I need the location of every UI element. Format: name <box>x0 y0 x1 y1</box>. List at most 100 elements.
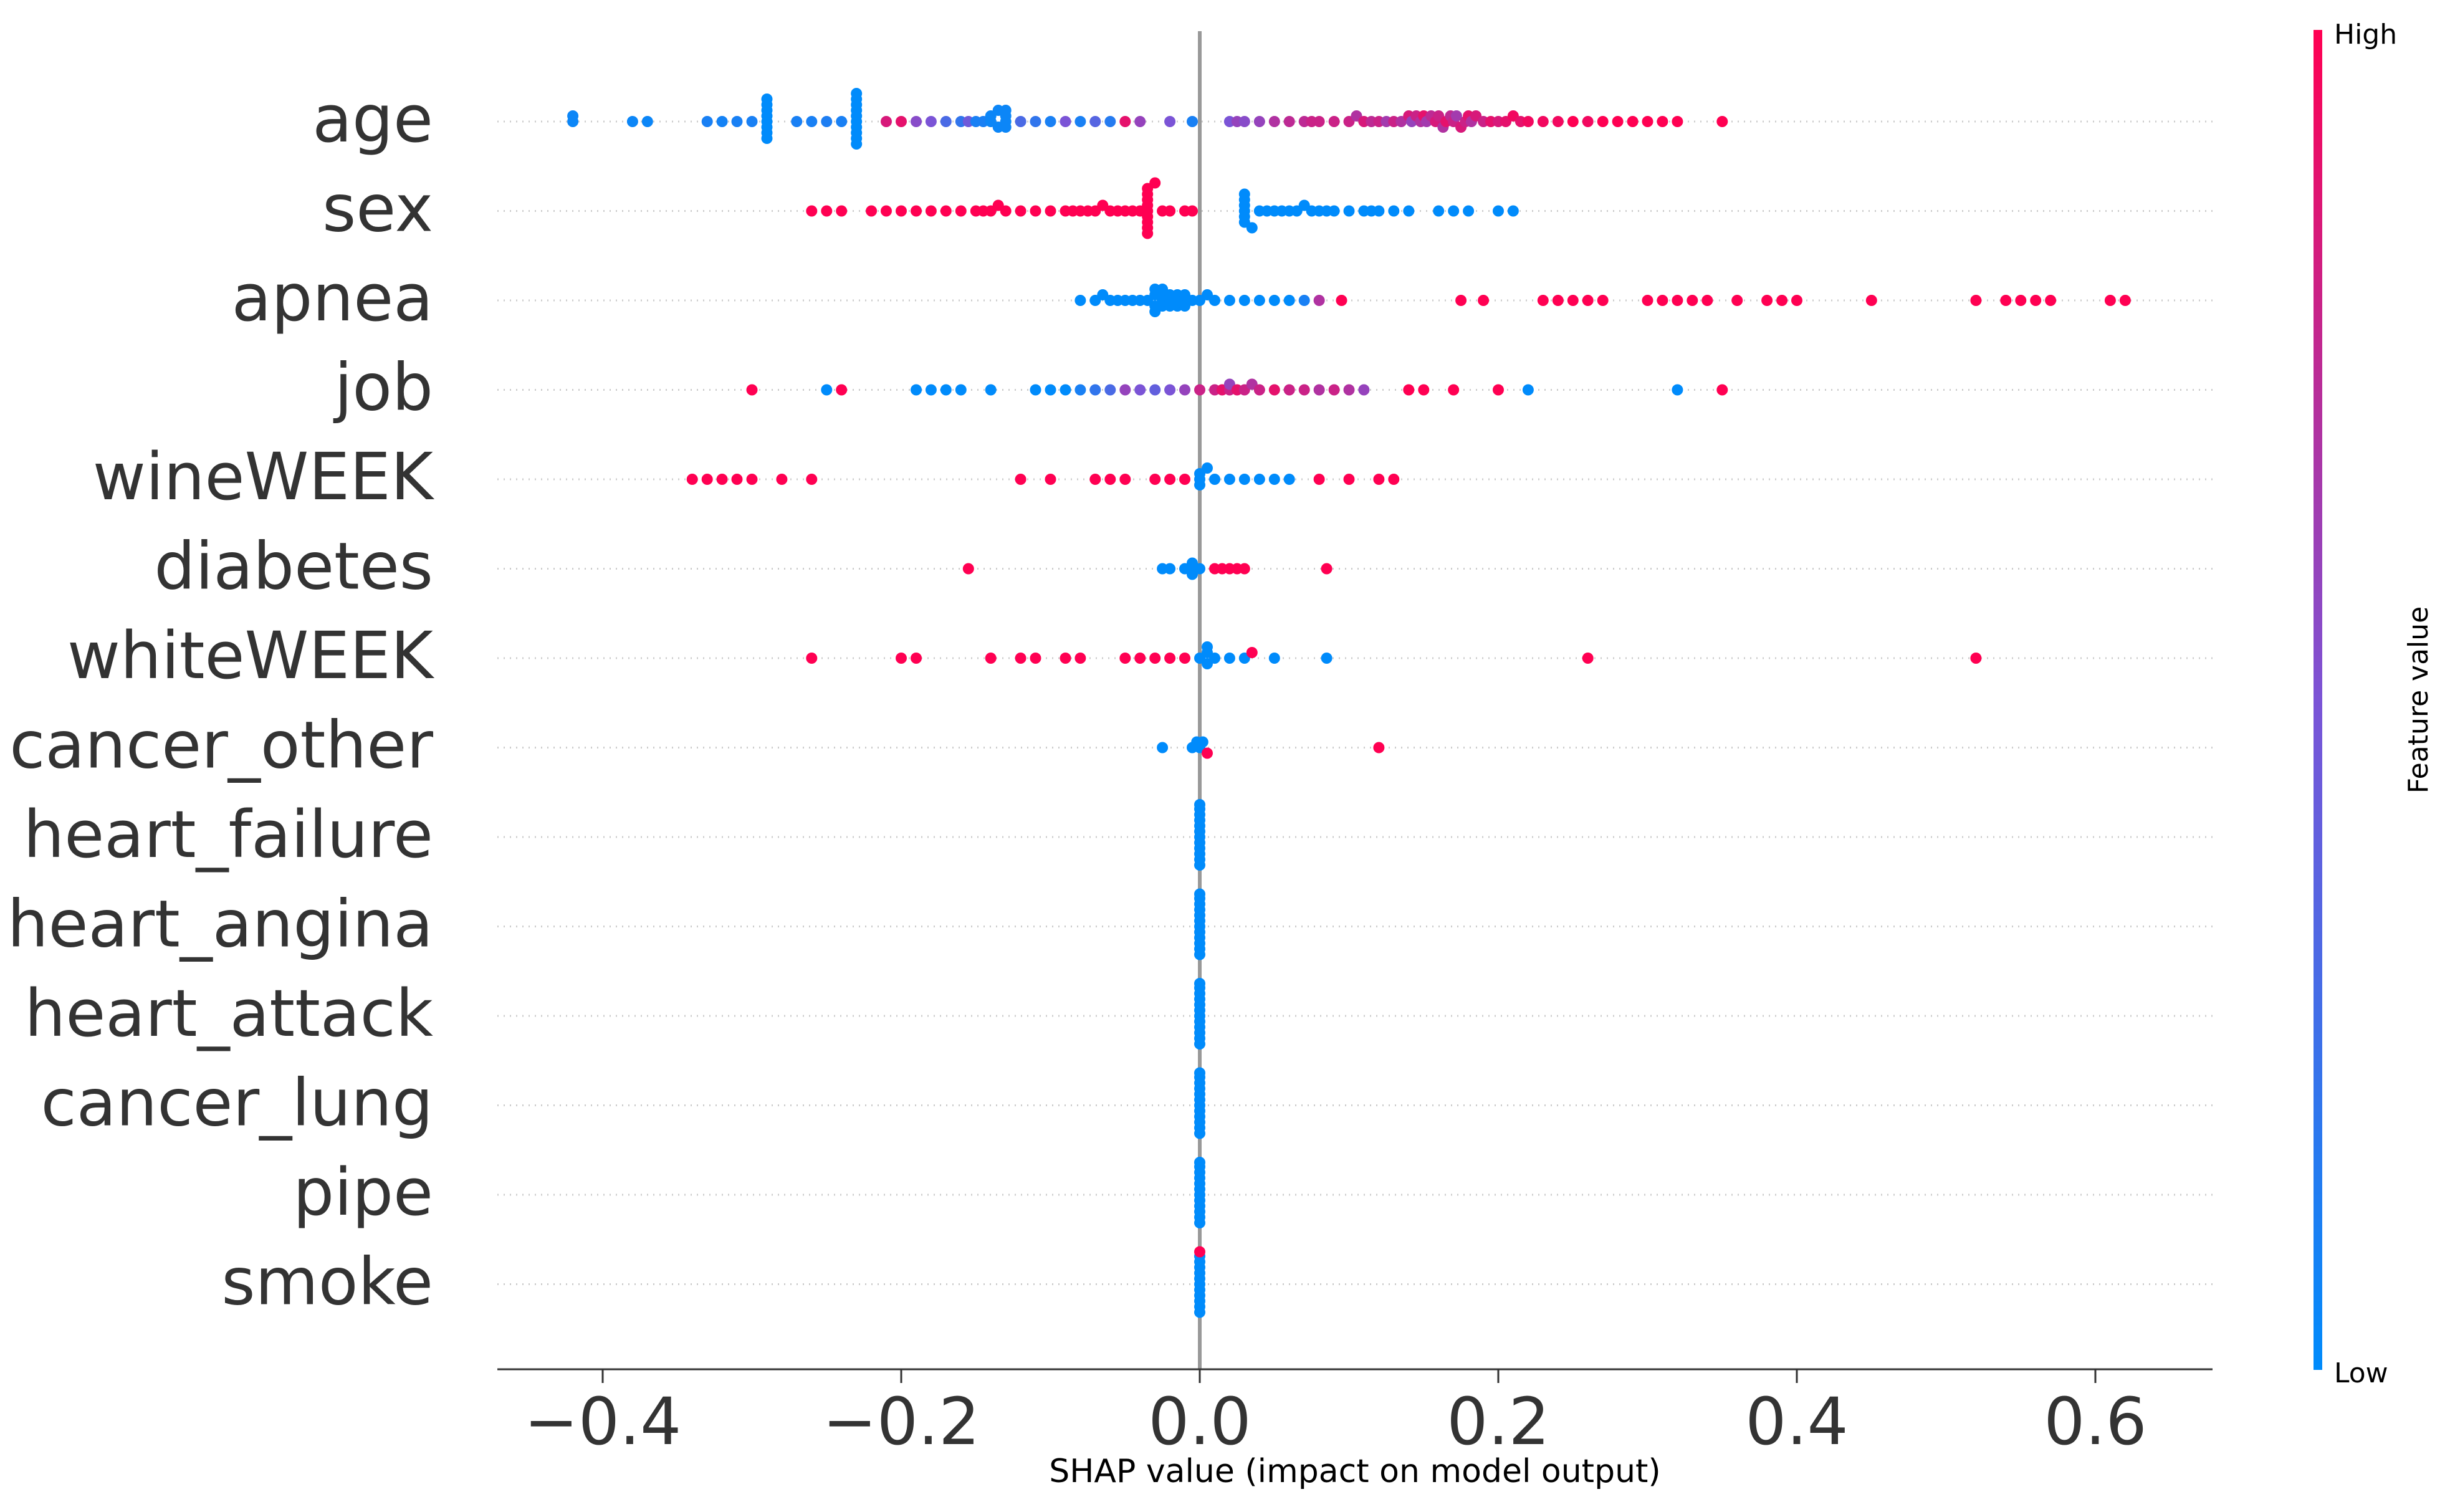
feature-label: heart_failure <box>23 797 433 873</box>
shap-point <box>1194 563 1205 575</box>
shap-point <box>955 384 967 396</box>
shap-point <box>1493 205 1504 217</box>
shap-point <box>1015 116 1026 127</box>
shap-point <box>1197 736 1208 748</box>
colorbar-title: Feature value <box>2403 606 2434 793</box>
shap-point <box>731 116 743 127</box>
shap-point <box>2104 295 2116 306</box>
shap-point <box>1268 384 1280 396</box>
shap-point <box>1060 116 1071 127</box>
shap-point <box>1194 1038 1205 1050</box>
shap-point <box>1403 205 1415 217</box>
shap-point <box>701 116 713 127</box>
shap-point <box>1119 653 1131 664</box>
shap-point <box>1642 116 1653 127</box>
shap-point <box>1000 105 1012 116</box>
shap-point <box>761 93 773 105</box>
feature-label: job <box>333 350 433 426</box>
shap-point <box>1373 474 1385 485</box>
shap-point <box>1134 384 1146 396</box>
shap-point <box>1164 563 1176 575</box>
shap-point <box>1194 384 1205 396</box>
shap-point <box>1582 116 1594 127</box>
shap-point <box>1298 295 1310 306</box>
feature-label: apnea <box>232 260 433 336</box>
shap-point <box>1253 474 1265 485</box>
shap-point <box>1104 384 1116 396</box>
feature-label: whiteWEEK <box>67 618 435 694</box>
shap-point <box>1119 384 1131 396</box>
shap-point <box>955 205 967 217</box>
shap-point <box>2030 295 2042 306</box>
shap-point <box>985 384 997 396</box>
shap-point <box>1336 295 1347 306</box>
shap-point <box>746 474 758 485</box>
shap-point <box>1194 799 1205 810</box>
shap-point <box>1313 474 1325 485</box>
shap-point <box>1074 384 1086 396</box>
shap-point <box>1030 205 1041 217</box>
feature-label: wineWEEK <box>93 439 435 515</box>
shap-point <box>1060 384 1071 396</box>
shap-point <box>911 205 922 217</box>
shap-point <box>806 474 818 485</box>
shap-point <box>940 384 952 396</box>
shap-point <box>1246 647 1258 658</box>
shap-point <box>1179 384 1190 396</box>
shap-point <box>1716 116 1728 127</box>
shap-point <box>1642 295 1653 306</box>
feature-label: heart_attack <box>24 975 433 1051</box>
shap-point <box>1388 205 1400 217</box>
shap-point <box>776 474 788 485</box>
shap-point <box>1455 295 1467 306</box>
shap-point <box>1187 116 1198 127</box>
shap-point <box>1074 116 1086 127</box>
shap-point <box>1149 384 1161 396</box>
shap-point <box>1030 384 1041 396</box>
shap-point <box>2045 295 2057 306</box>
shap-point <box>1463 205 1475 217</box>
shap-point <box>1187 205 1198 217</box>
shap-point <box>1045 474 1056 485</box>
shap-point <box>1328 116 1340 127</box>
shap-point <box>1142 227 1154 239</box>
shap-point <box>1238 188 1250 200</box>
shap-point <box>1045 205 1056 217</box>
shap-point <box>1238 474 1250 485</box>
shap-point <box>985 653 997 664</box>
shap-point <box>1164 474 1176 485</box>
shap-point <box>1149 653 1161 664</box>
shap-point <box>1179 474 1190 485</box>
feature-label: diabetes <box>154 529 433 605</box>
x-axis-label: SHAP value (impact on model output) <box>1049 1453 1660 1490</box>
shap-point <box>1672 384 1683 396</box>
shap-point <box>701 474 713 485</box>
shap-point <box>836 205 848 217</box>
x-tick-label: 0.2 <box>1447 1384 1549 1460</box>
shap-point <box>1450 110 1462 122</box>
shap-point <box>806 116 818 127</box>
shap-point <box>1074 295 1086 306</box>
feature-labels: age sex apnea job wineWEEK diabetes whiteWEEK c… <box>7 81 435 1320</box>
shap-point <box>1030 653 1041 664</box>
x-tick-label: 0.6 <box>2044 1384 2146 1460</box>
shap-point <box>567 110 579 122</box>
shap-point <box>1657 116 1668 127</box>
shap-point <box>1358 384 1370 396</box>
shap-point <box>1149 177 1161 189</box>
shap-point <box>1672 116 1683 127</box>
shap-point <box>851 88 863 99</box>
shap-point <box>1015 205 1026 217</box>
shap-point <box>1253 295 1265 306</box>
shap-point <box>911 653 922 664</box>
x-tick-label: −0.2 <box>823 1384 980 1460</box>
shap-point <box>791 116 803 127</box>
shap-point <box>1149 474 1161 485</box>
shap-point <box>1373 205 1385 217</box>
shap-point <box>1000 122 1012 133</box>
shap-point <box>1283 116 1295 127</box>
shap-point <box>1194 1067 1205 1079</box>
shap-point <box>1597 116 1609 127</box>
shap-point <box>1687 295 1698 306</box>
